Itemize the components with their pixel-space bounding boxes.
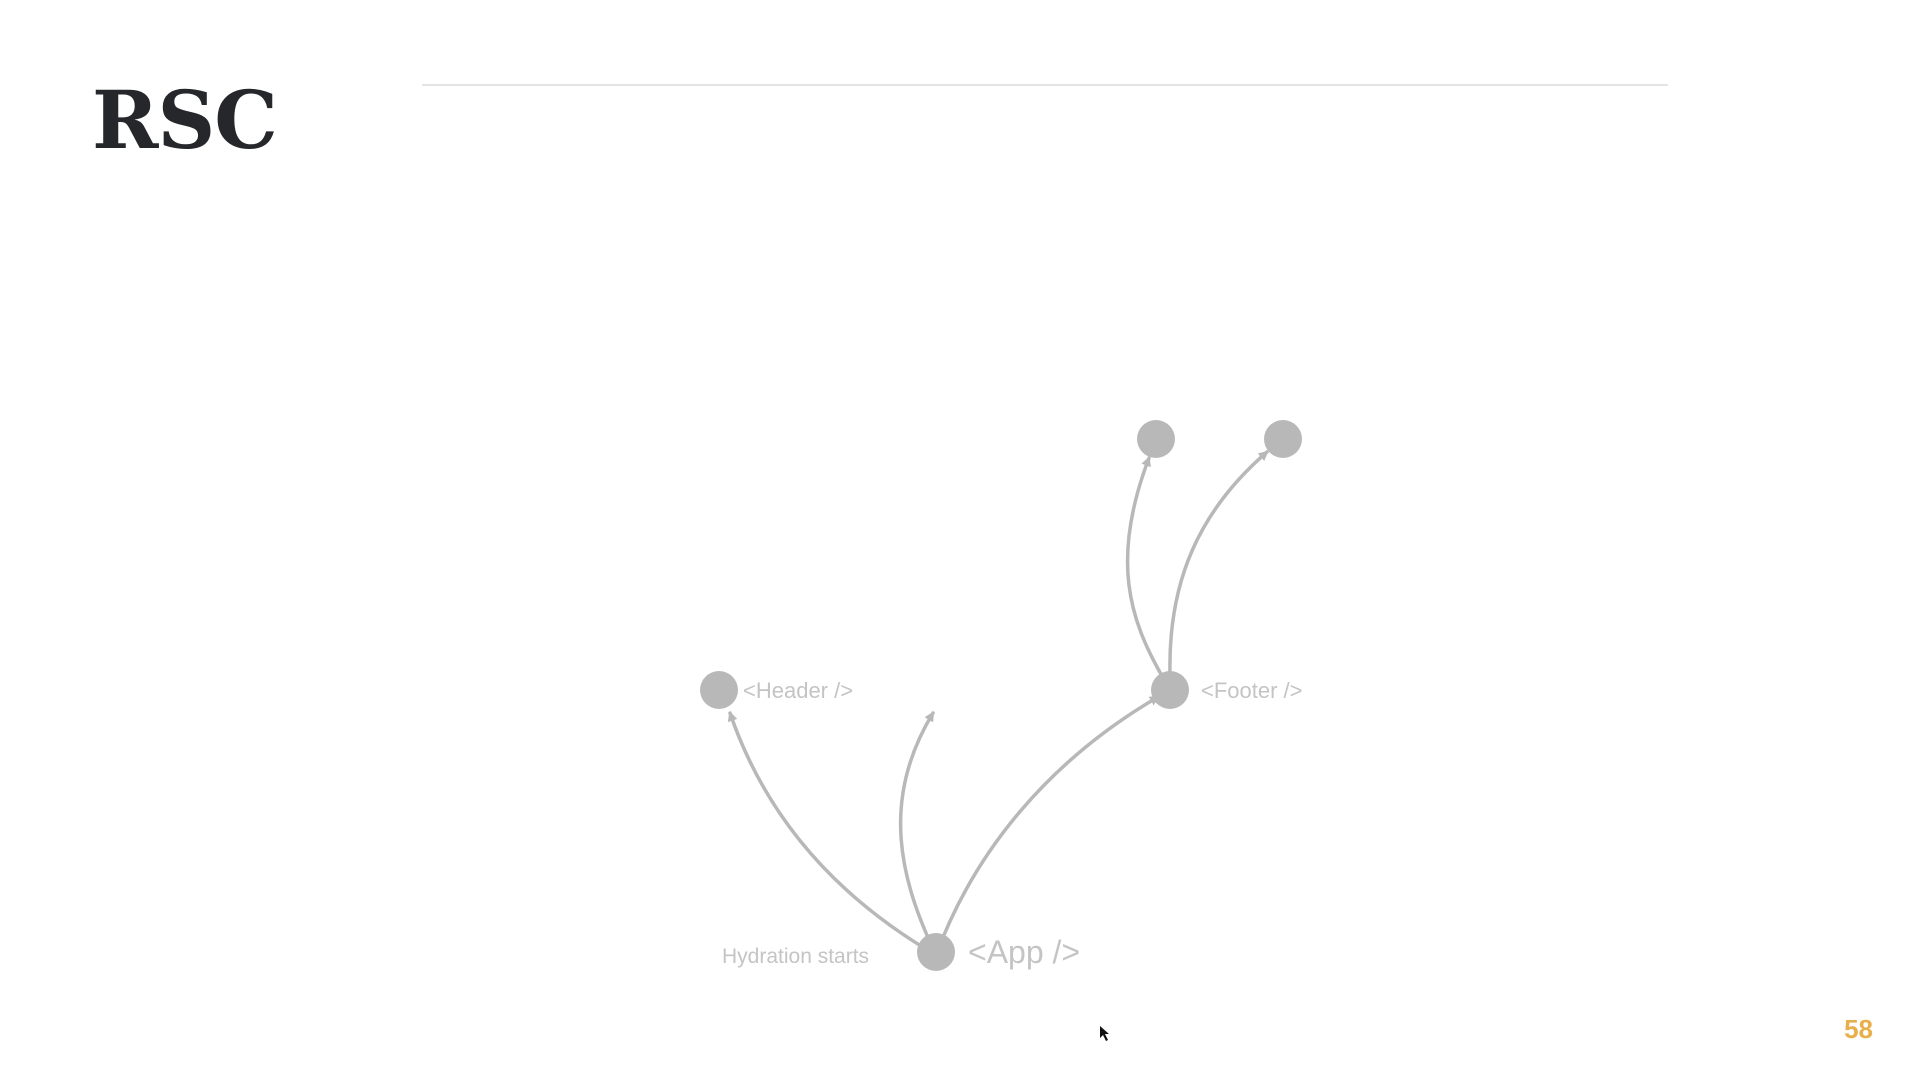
node-app bbox=[917, 933, 955, 971]
label-app: <App /> bbox=[968, 934, 1080, 970]
label-footer: <Footer /> bbox=[1201, 678, 1303, 703]
label-header: <Header /> bbox=[743, 678, 853, 703]
slide-title: RSC bbox=[92, 73, 278, 167]
node-footer bbox=[1151, 671, 1189, 709]
node-header bbox=[700, 671, 738, 709]
edge-footer-child-2 bbox=[1168, 450, 1269, 676]
top-divider bbox=[422, 84, 1668, 86]
edge-app-footer bbox=[934, 695, 1160, 957]
page-number: 58 bbox=[1844, 1014, 1873, 1044]
annotation-hydration: Hydration starts bbox=[722, 945, 869, 968]
edge-app-empty bbox=[898, 711, 938, 957]
mouse-pointer-icon bbox=[1100, 1026, 1109, 1041]
node-footer-child-1 bbox=[1137, 420, 1175, 458]
edge-footer-child-1 bbox=[1125, 456, 1164, 678]
edge-app-header bbox=[727, 711, 938, 957]
node-footer-child-2 bbox=[1264, 420, 1302, 458]
